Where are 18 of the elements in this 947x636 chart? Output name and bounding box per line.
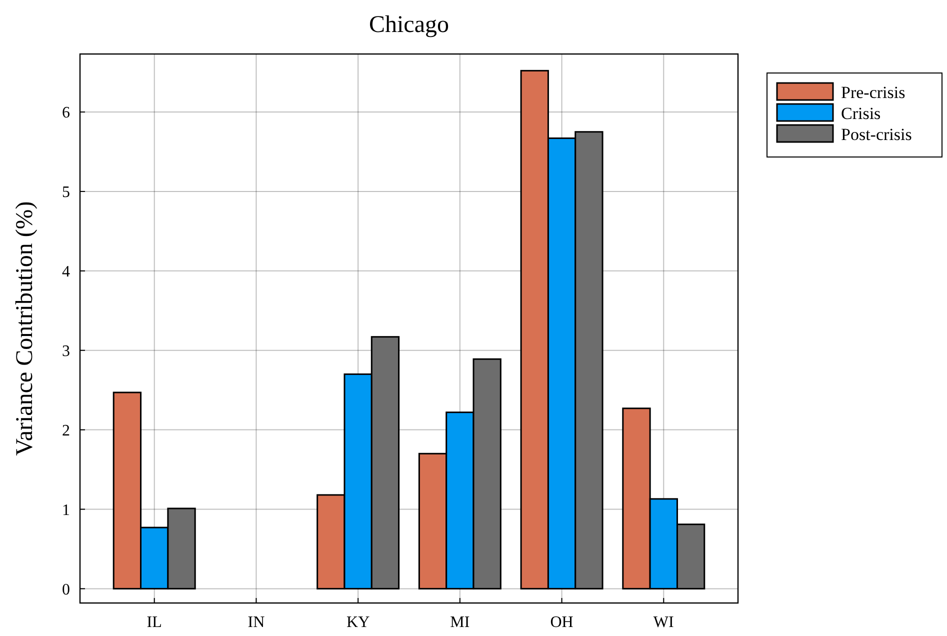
- x-tick-label: IN: [248, 614, 266, 631]
- y-tick-label: 2: [62, 422, 70, 440]
- y-tick-label: 6: [62, 104, 70, 122]
- y-tick-label: 3: [62, 342, 70, 360]
- legend-label: Pre-crisis: [841, 82, 906, 102]
- y-tick-label: 4: [62, 264, 70, 280]
- x-tick-label: MI: [450, 614, 470, 631]
- y-tick-label: 1: [62, 502, 70, 519]
- y-tick-label: 5: [62, 184, 70, 202]
- legend-label: Crisis: [841, 104, 881, 123]
- x-tick-label: IL: [146, 614, 162, 631]
- y-tick-label: 0: [62, 581, 70, 598]
- legend-label: Post-crisis: [841, 124, 912, 144]
- y-axis-title: Variance Contribution (%): [12, 201, 38, 456]
- x-tick-label: WI: [653, 614, 674, 631]
- x-tick-label: OH: [550, 614, 574, 631]
- x-tick-label: KY: [346, 614, 370, 631]
- chart-title: Chicago: [369, 12, 449, 38]
